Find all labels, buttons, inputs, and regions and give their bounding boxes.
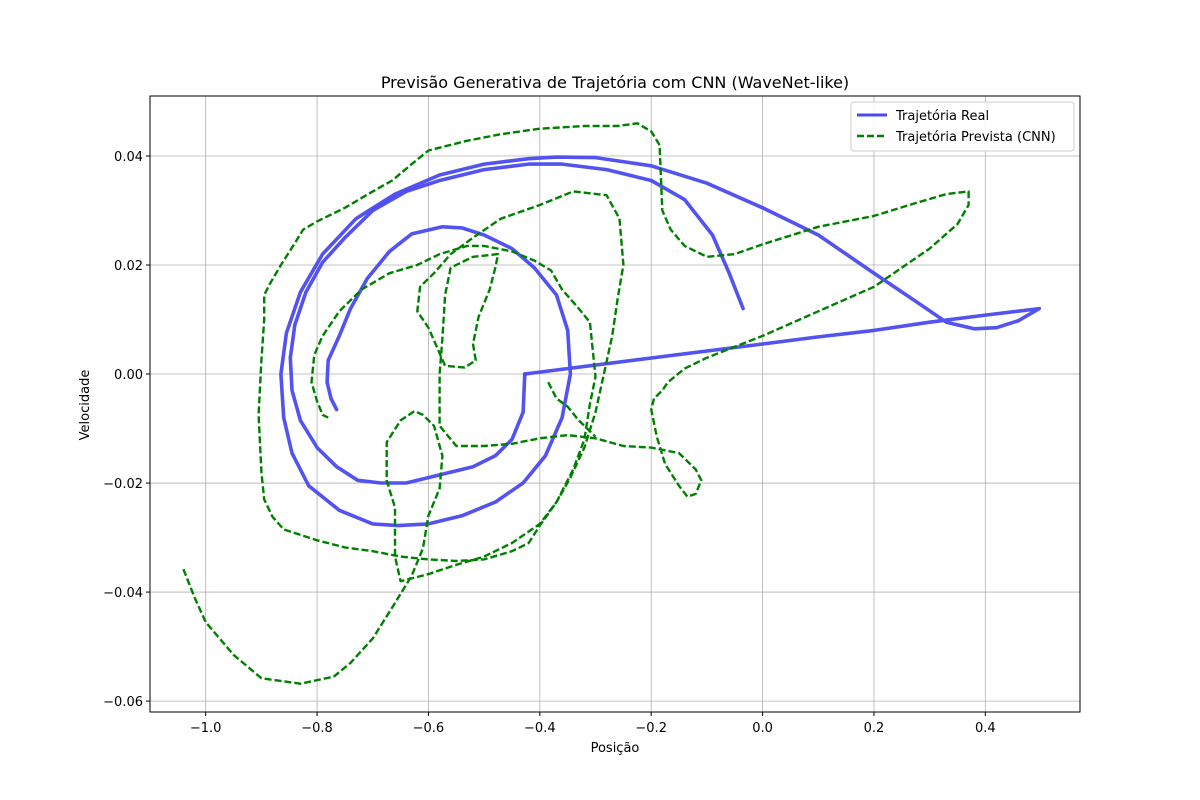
- x-tick-label: 0.0: [752, 721, 773, 736]
- y-tick-label: 0.02: [114, 259, 143, 274]
- x-tick-label: −1.0: [190, 721, 222, 736]
- y-tick-label: −0.04: [103, 586, 143, 601]
- real-trajectory-line: [288, 162, 745, 485]
- plot-frame: [149, 95, 1081, 713]
- x-tick-label: −0.2: [635, 721, 667, 736]
- axis-ticks: −1.0 −0.8 −0.6 −0.4 −0.2 0.0 0.2 0.4 −0.06 −0.04 −…: [103, 150, 996, 736]
- y-tick-label: −0.02: [103, 477, 143, 492]
- y-tick-label: 0.04: [114, 150, 143, 165]
- x-tick-label: 0.2: [864, 721, 885, 736]
- y-tick-label: 0.00: [114, 368, 143, 383]
- real-trajectory-line: [279, 155, 1042, 528]
- legend: Trajetória Real Trajetória Prevista (CNN…: [850, 101, 1075, 152]
- chart-title: Previsão Generativa de Trajetória com CN…: [381, 73, 849, 92]
- grid: [150, 96, 1080, 712]
- predicted-trajectory-line: [547, 381, 597, 438]
- plot-series: [182, 122, 1042, 685]
- legend-label-predicted: Trajetória Prevista (CNN): [895, 130, 1056, 145]
- x-tick-label: −0.6: [413, 721, 445, 736]
- x-tick-label: −0.8: [301, 721, 333, 736]
- y-axis-label: Velocidade: [78, 370, 93, 441]
- predicted-trajectory-line: [182, 122, 970, 685]
- x-tick-label: 0.4: [975, 721, 996, 736]
- y-tick-label: −0.06: [103, 695, 143, 710]
- x-tick-label: −0.4: [524, 721, 556, 736]
- legend-box: [850, 101, 1075, 152]
- x-axis-label: Posição: [591, 741, 640, 756]
- legend-label-real: Trajetória Real: [895, 109, 989, 124]
